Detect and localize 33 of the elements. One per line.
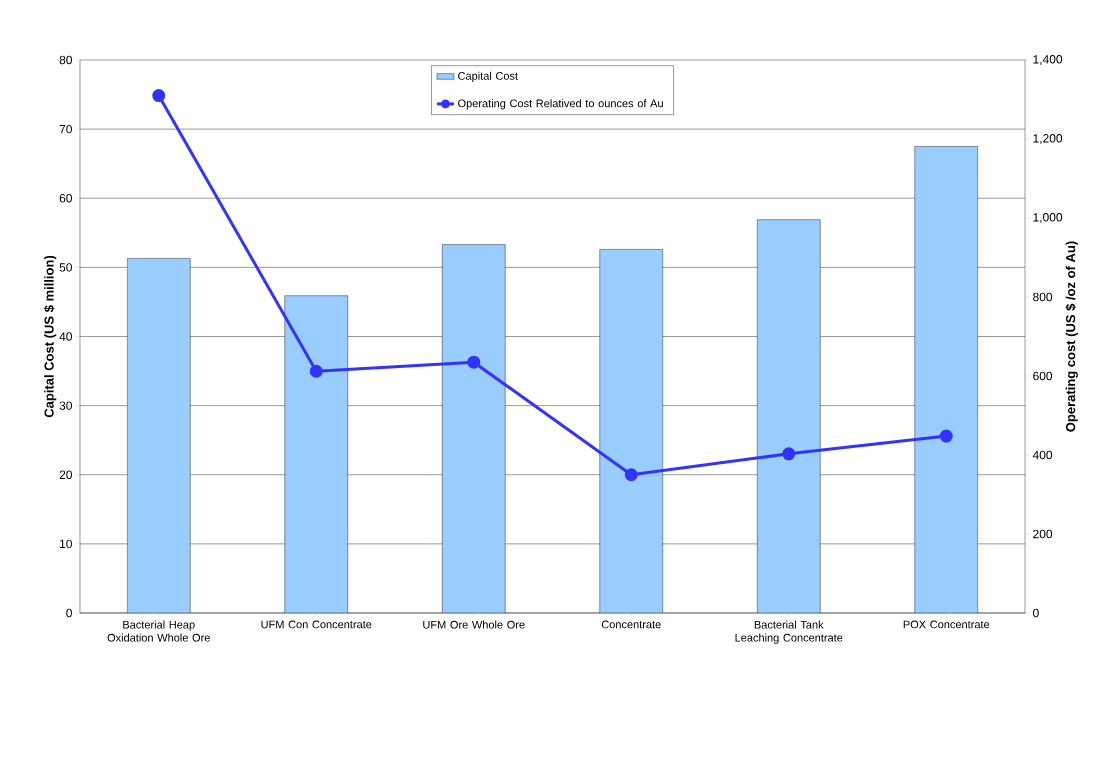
y2-tick-label: 1,400 [1033, 55, 1063, 65]
y-tick-label: 70 [59, 124, 72, 134]
y-tick-label: 30 [59, 401, 72, 410]
x-tick-label: UFM Ore Whole Ore [423, 620, 525, 629]
y-tick-label: 60 [59, 194, 72, 203]
point [782, 447, 796, 461]
point [939, 429, 953, 443]
point [309, 364, 323, 378]
y-tick-label: 80 [59, 55, 72, 65]
x-tick-label: Concentrate [601, 620, 661, 629]
point [152, 89, 166, 103]
y-tick-label: 20 [59, 470, 72, 479]
point [467, 355, 481, 369]
legend-label: Capital Cost [458, 71, 518, 82]
y-axis-title: Capital Cost (US $ million) [43, 255, 57, 418]
y2-tick-label: 400 [1032, 450, 1053, 460]
x-tick-label: Bacterial Tank Leaching Concentrate [735, 620, 843, 644]
x-tick-label: Bacterial Heap Oxidation Whole Ore [107, 620, 210, 642]
y2-tick-label: 800 [1033, 292, 1053, 302]
y2-tick-label: 200 [1033, 529, 1053, 539]
y2-tick-label: 1,200 [1033, 134, 1063, 144]
y2-axis-title: Operating cost (US $ /oz of Au) [1065, 241, 1078, 432]
point [624, 468, 638, 482]
y-tick-label: 0 [66, 608, 72, 618]
legend-label: Operating Cost Relatived to ounces of Au [458, 99, 663, 110]
x-tick-label: UFM Con Concentrate [261, 620, 372, 629]
y-tick-label: 50 [59, 263, 72, 272]
y2-tick-label: 0 [1033, 608, 1039, 618]
y2-tick-label: 1,000 [1033, 213, 1063, 223]
y-tick-label: 40 [59, 332, 72, 341]
x-tick-label: POX Concentrate [903, 620, 990, 629]
y2-tick-label: 600 [1033, 371, 1053, 381]
y-tick-label: 10 [60, 539, 72, 549]
